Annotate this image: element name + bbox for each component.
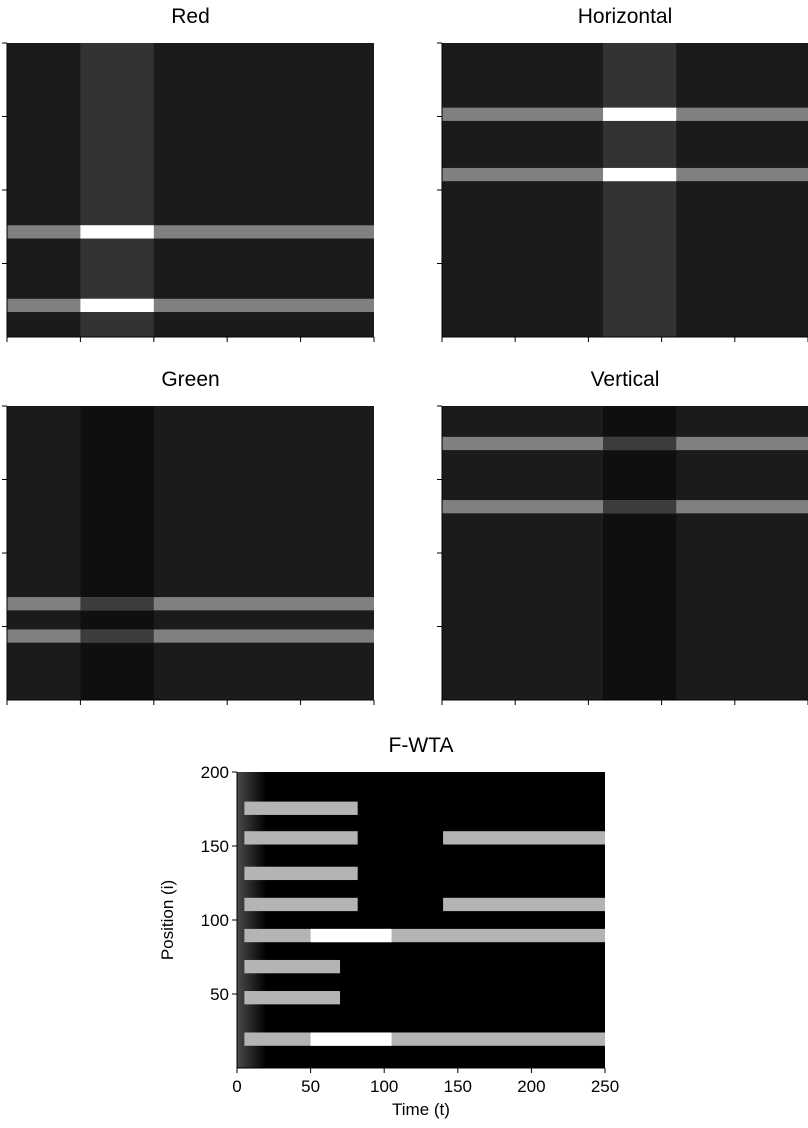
panel-title: Horizontal <box>578 5 673 28</box>
heatmap-band-6 <box>244 928 606 943</box>
heatmap-band-2 <box>443 831 605 845</box>
panel-title: F-WTA <box>389 734 454 757</box>
x-tick-label: 50 <box>301 1077 320 1096</box>
chart-panel-0: Red <box>2 5 375 342</box>
x-tick-label: 250 <box>591 1077 619 1096</box>
heatmap-band-3 <box>244 866 358 881</box>
heatmap-band-2 <box>80 597 154 611</box>
heatmap-band-4 <box>603 167 677 182</box>
heatmap-band-1 <box>244 831 358 845</box>
heatmap-band-0 <box>80 43 154 337</box>
heatmap-band-1 <box>7 225 374 239</box>
x-tick-label: 200 <box>517 1077 545 1096</box>
x-tick-label: 0 <box>232 1077 241 1096</box>
heatmap-band-4 <box>80 629 154 643</box>
heatmap-band-3 <box>7 298 374 313</box>
heatmap-background <box>237 772 605 1068</box>
y-tick-label: 200 <box>201 763 229 782</box>
heatmap-band-9 <box>244 991 341 1005</box>
y-tick-label: 100 <box>201 911 229 930</box>
heatmap-band-2 <box>80 225 154 239</box>
heatmap-band-3 <box>7 629 374 643</box>
heatmap-band-0 <box>603 43 677 337</box>
chart-panel-3: Vertical <box>437 368 808 705</box>
y-tick-label: 50 <box>210 985 229 1004</box>
panel-title: Green <box>161 368 219 391</box>
y-tick-label: 150 <box>201 837 229 856</box>
chart-panel-1: Horizontal <box>437 5 808 342</box>
heatmap-band-0 <box>80 406 154 700</box>
heatmap-band-2 <box>603 436 677 451</box>
heatmap-onset-fade <box>237 772 267 1068</box>
heatmap-band-7 <box>310 928 392 943</box>
panel-title: Vertical <box>591 368 660 391</box>
heatmap-band-1 <box>7 597 374 611</box>
heatmap-band-4 <box>603 500 677 514</box>
y-axis-label: Position (i) <box>158 880 177 960</box>
heatmap-band-0 <box>244 801 358 815</box>
heatmap-band-4 <box>244 897 358 912</box>
heatmap-band-4 <box>80 298 154 313</box>
chart-panel-4: 0 50 100 150 200 250 50 100 150 200 F-WTA Time (t) P… <box>158 734 619 1119</box>
heatmap-band-10 <box>244 1032 606 1046</box>
chart-panel-2: Green <box>2 368 375 705</box>
heatmap-band-2 <box>603 107 677 121</box>
heatmap-band-11 <box>310 1032 392 1046</box>
heatmap-background <box>7 43 374 337</box>
x-tick-label: 150 <box>444 1077 472 1096</box>
x-tick-label: 100 <box>370 1077 398 1096</box>
heatmap-background <box>7 406 374 700</box>
x-axis-label: Time (t) <box>392 1100 450 1119</box>
heatmap-band-0 <box>603 406 677 700</box>
heatmap-band-8 <box>244 959 341 974</box>
panel-title: Red <box>171 5 210 28</box>
heatmap-band-5 <box>443 897 605 912</box>
